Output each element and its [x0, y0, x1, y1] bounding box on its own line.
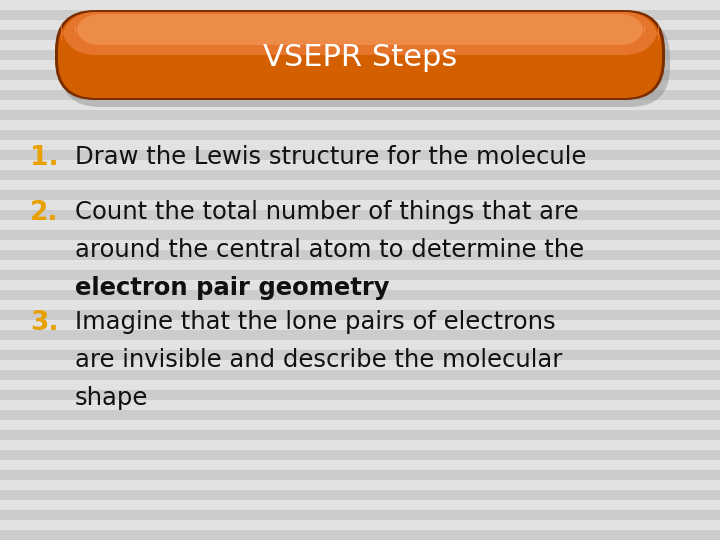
Bar	[0, 330, 720, 340]
Bar	[0, 450, 720, 460]
Bar	[0, 140, 720, 150]
Bar	[0, 510, 720, 520]
Bar	[0, 10, 720, 20]
FancyBboxPatch shape	[60, 17, 670, 107]
Bar	[0, 230, 720, 240]
Bar	[0, 480, 720, 490]
Bar	[0, 40, 720, 50]
Bar	[0, 180, 720, 190]
Bar	[0, 80, 720, 90]
Bar	[0, 350, 720, 360]
Bar	[0, 60, 720, 70]
Bar	[0, 390, 720, 400]
Bar	[0, 410, 720, 420]
Text: are invisible and describe the molecular: are invisible and describe the molecular	[75, 348, 562, 372]
Bar	[0, 420, 720, 430]
Bar	[0, 500, 720, 510]
Bar	[0, 160, 720, 170]
Text: 3.: 3.	[30, 310, 58, 336]
FancyBboxPatch shape	[75, 14, 645, 45]
Text: Imagine that the lone pairs of electrons: Imagine that the lone pairs of electrons	[75, 310, 556, 334]
Text: around the central atom to determine the: around the central atom to determine the	[75, 238, 584, 262]
Bar	[0, 200, 720, 210]
Bar	[0, 100, 720, 110]
Bar	[0, 370, 720, 380]
Text: VSEPR Steps: VSEPR Steps	[263, 43, 457, 71]
Bar	[0, 150, 720, 160]
Text: 2.: 2.	[30, 200, 58, 226]
Bar	[0, 50, 720, 60]
Bar	[0, 340, 720, 350]
Text: shape: shape	[75, 386, 148, 410]
FancyBboxPatch shape	[61, 12, 659, 55]
Bar	[0, 30, 720, 40]
Bar	[0, 290, 720, 300]
Bar	[0, 250, 720, 260]
Bar	[0, 310, 720, 320]
Bar	[0, 110, 720, 120]
Bar	[0, 460, 720, 470]
Bar	[0, 400, 720, 410]
Bar	[0, 320, 720, 330]
Bar	[0, 430, 720, 440]
Text: 1.: 1.	[30, 145, 58, 171]
Text: electron pair geometry: electron pair geometry	[75, 276, 390, 300]
Bar	[0, 260, 720, 270]
Bar	[0, 300, 720, 310]
Bar	[0, 170, 720, 180]
Bar	[0, 380, 720, 390]
Bar	[0, 360, 720, 370]
Text: Draw the Lewis structure for the molecule: Draw the Lewis structure for the molecul…	[75, 145, 586, 169]
Bar	[0, 190, 720, 200]
Bar	[0, 90, 720, 100]
Bar	[0, 280, 720, 290]
Bar	[0, 470, 720, 480]
Bar	[0, 240, 720, 250]
FancyBboxPatch shape	[55, 10, 665, 100]
Text: Count the total number of things that are: Count the total number of things that ar…	[75, 200, 579, 224]
Bar	[0, 20, 720, 30]
Bar	[0, 130, 720, 140]
Bar	[0, 440, 720, 450]
Bar	[0, 120, 720, 130]
Bar	[0, 490, 720, 500]
Bar	[0, 220, 720, 230]
Bar	[0, 270, 720, 280]
Bar	[0, 530, 720, 540]
Bar	[0, 210, 720, 220]
Bar	[0, 520, 720, 530]
Bar	[0, 0, 720, 10]
FancyBboxPatch shape	[58, 12, 662, 98]
Bar	[0, 70, 720, 80]
